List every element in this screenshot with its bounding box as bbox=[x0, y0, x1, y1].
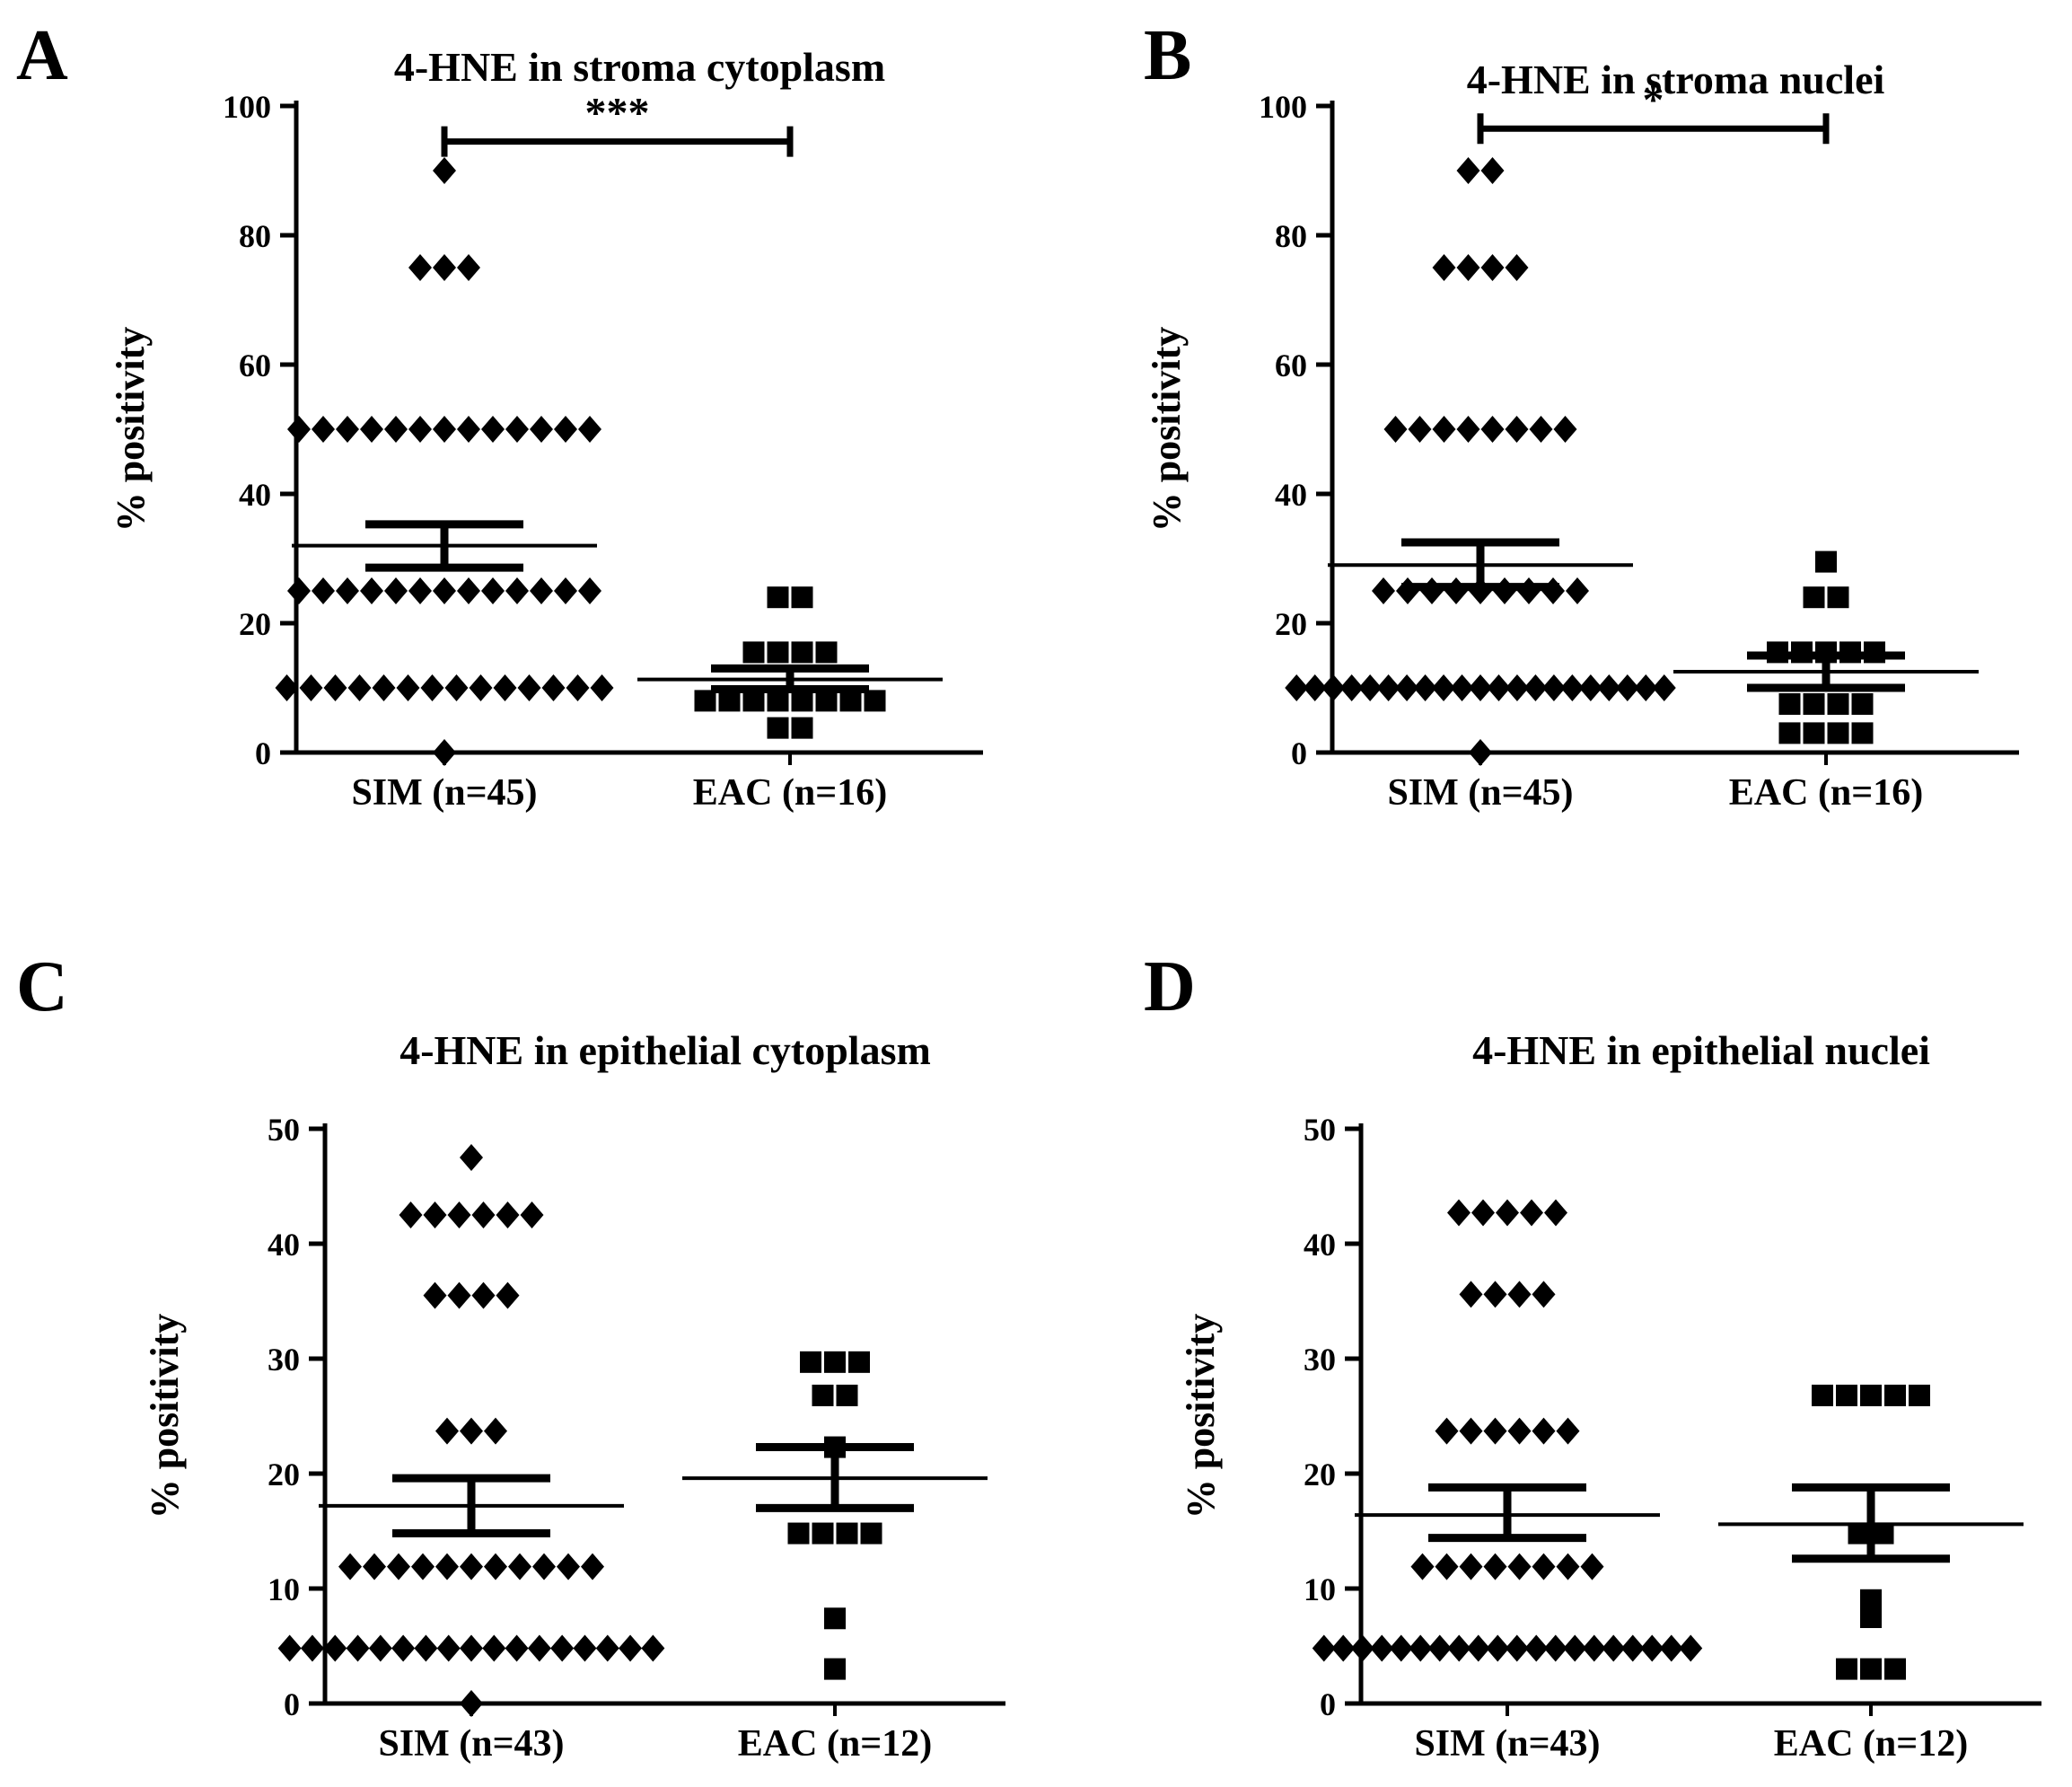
svg-text:20: 20 bbox=[239, 606, 271, 642]
svg-text:EAC (n=12): EAC (n=12) bbox=[1774, 1723, 1968, 1765]
panel-b-letter: B bbox=[1144, 16, 1191, 95]
panel-b-title: 4-HNE in stroma nuclei bbox=[1467, 57, 1885, 102]
panel-c-plot: 0 10 20 30 40 50 % positivity SIM (n=43) EAC (n=… bbox=[143, 1112, 1005, 1765]
svg-text:20: 20 bbox=[268, 1457, 300, 1492]
panel-b-plot: 0 20 40 60 80 100 % positivity SIM (n=45) EAC (n… bbox=[1145, 76, 2019, 814]
panel-a-title: 4-HNE in stroma cytoplasm bbox=[394, 44, 885, 90]
panel-d-title: 4-HNE in epithelial nuclei bbox=[1472, 1027, 1930, 1073]
svg-text:SIM (n=45): SIM (n=45) bbox=[1387, 772, 1573, 814]
svg-text:40: 40 bbox=[1275, 477, 1307, 513]
svg-text:30: 30 bbox=[1304, 1342, 1336, 1378]
panel-a: A 4-HNE in stroma cytoplasm 0 20 40 60 80 100… bbox=[16, 16, 983, 814]
svg-text:40: 40 bbox=[268, 1227, 300, 1263]
svg-text:40: 40 bbox=[1304, 1227, 1336, 1263]
svg-text:100: 100 bbox=[223, 89, 271, 125]
svg-text:EAC (n=12): EAC (n=12) bbox=[738, 1723, 932, 1765]
svg-text:50: 50 bbox=[1304, 1112, 1336, 1148]
svg-text:SIM (n=45): SIM (n=45) bbox=[351, 772, 537, 814]
svg-text:40: 40 bbox=[239, 477, 271, 513]
svg-text:0: 0 bbox=[1291, 735, 1307, 771]
svg-text:*: * bbox=[1643, 76, 1664, 124]
svg-text:EAC (n=16): EAC (n=16) bbox=[1729, 772, 1923, 814]
panel-c-letter: C bbox=[16, 947, 68, 1026]
panel-d-letter: D bbox=[1144, 947, 1196, 1026]
svg-text:80: 80 bbox=[1275, 218, 1307, 254]
svg-text:0: 0 bbox=[284, 1686, 300, 1722]
svg-text:10: 10 bbox=[1304, 1571, 1336, 1607]
svg-text:100: 100 bbox=[1259, 89, 1307, 125]
svg-text:***: *** bbox=[585, 90, 650, 137]
panel-c: C 4-HNE in epithelial cytoplasm 0 10 20 30 4… bbox=[16, 947, 1005, 1765]
panel-b: B 4-HNE in stroma nuclei 0 20 40 60 80 100 % p… bbox=[1144, 16, 2019, 814]
svg-text:SIM (n=43): SIM (n=43) bbox=[378, 1723, 564, 1765]
svg-text:60: 60 bbox=[1275, 348, 1307, 383]
svg-text:% positivity: % positivity bbox=[1145, 327, 1189, 533]
svg-text:50: 50 bbox=[268, 1112, 300, 1148]
svg-text:EAC (n=16): EAC (n=16) bbox=[693, 772, 887, 814]
svg-text:% positivity: % positivity bbox=[109, 327, 153, 533]
svg-text:% positivity: % positivity bbox=[1179, 1314, 1223, 1519]
panel-a-letter: A bbox=[16, 16, 68, 95]
svg-text:80: 80 bbox=[239, 218, 271, 254]
svg-text:0: 0 bbox=[1320, 1686, 1336, 1722]
svg-text:10: 10 bbox=[268, 1571, 300, 1607]
svg-text:60: 60 bbox=[239, 348, 271, 383]
panel-a-plot: 0 20 40 60 80 100 % positivity SIM (n=45) EAC (n… bbox=[109, 89, 983, 814]
panel-d: D 4-HNE in epithelial nuclei 0 10 20 30 40 50… bbox=[1144, 947, 2041, 1765]
svg-text:% positivity: % positivity bbox=[143, 1314, 187, 1519]
svg-text:20: 20 bbox=[1304, 1457, 1336, 1492]
svg-text:0: 0 bbox=[255, 735, 271, 771]
panel-c-title: 4-HNE in epithelial cytoplasm bbox=[399, 1027, 931, 1073]
svg-text:SIM (n=43): SIM (n=43) bbox=[1414, 1723, 1600, 1765]
svg-text:20: 20 bbox=[1275, 606, 1307, 642]
svg-text:30: 30 bbox=[268, 1342, 300, 1378]
panel-d-plot: 0 10 20 30 40 50 % positivity SIM (n=43) EAC (n=… bbox=[1179, 1112, 2041, 1765]
